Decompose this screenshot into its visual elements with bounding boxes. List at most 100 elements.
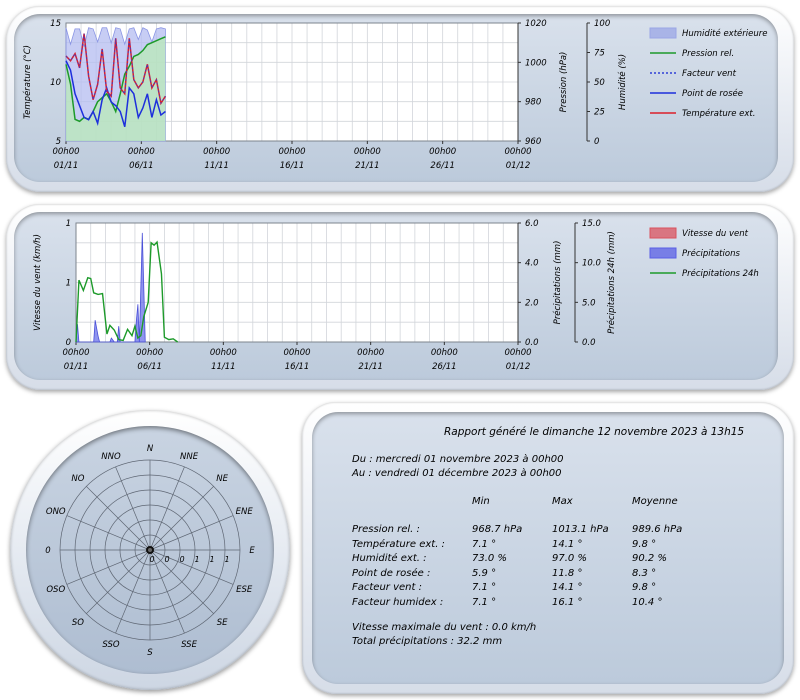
rose-direction-label: OSO [46,585,65,595]
legend-swatch [649,227,677,239]
series-point-de-ros-e [65,60,166,128]
x-tick-time: 00h00 [203,147,230,157]
y-left-tick: 15 [50,19,61,29]
report-row-min: 7.1 ° [472,538,497,550]
rose-direction-label: NNO [101,452,121,462]
rose-direction-label: ENE [236,507,254,517]
rose-radial-tick: 1 [209,555,214,564]
rose-direction-label: SSO [102,640,119,650]
report: Rapport généré le dimanche 12 novembre 2… [326,414,776,684]
report-row-max: 14.1 ° [552,582,583,593]
x-tick-date: 11/11 [211,362,236,372]
report-row-min: 5.9 ° [472,567,497,579]
rose-direction-label: ONO [46,507,66,517]
rose-direction-label: SO [72,618,84,628]
report-row-min: 7.1 ° [472,582,497,593]
report-row-label: Humidité ext. : [352,553,427,564]
y-left-tick: 5 [56,137,61,147]
wind-rain-chart: 00h00 01/11 00h00 06/11 00h00 11/11 00h00 16/11… [33,219,759,372]
x-tick-date: 26/11 [432,362,457,372]
series-precipitations-24h [75,240,179,343]
legend-label: Humidité extérieure [682,28,767,39]
y-right2-tick: 0 [594,137,599,147]
rose-radial-tick: 1 [224,555,229,564]
rose-spoke [149,549,185,634]
y-right1-tick: 1000 [525,58,547,68]
rose-radial-tick: 0 [164,555,169,564]
y-right1-label: Pression (hPa) [559,52,569,113]
y-right1-tick: 1020 [525,19,547,29]
x-tick-time: 00h00 [283,348,310,358]
legend-swatch [649,247,677,259]
rose-direction-label: SE [217,618,228,628]
rose-spoke [86,486,151,551]
y-left-label: Vitesse du vent (km/h) [33,234,43,331]
report-row-label: Point de rosée : [352,567,431,579]
report-row-avg: 989.6 hPa [632,524,683,535]
report-row-max: 11.8 ° [552,567,583,579]
report-header-avg: Moyenne [632,496,678,507]
y-right2-tick: 50 [594,78,605,88]
x-tick-time: 00h00 [52,147,79,157]
series-precipitations [75,232,146,343]
x-tick-time: 00h00 [354,147,381,157]
y-left-label: Température (°C) [22,45,33,119]
x-tick-date: 01/12 [506,362,531,372]
series-facteur-vent [65,33,166,105]
y-left-tick: 1 [66,279,71,289]
x-tick-time: 00h00 [136,348,163,358]
x-tick-date: 06/11 [137,362,162,372]
y-right1-tick: 980 [525,98,541,108]
legend-label: Précipitations 24h [682,268,759,279]
x-tick-date: 21/11 [358,362,383,372]
rose-spoke [115,549,151,634]
rose-spoke [66,549,151,585]
y-left-tick: 0 [66,338,71,348]
report-row-min: 968.7 hPa [472,524,523,535]
report-row-min: 7.1 ° [472,596,497,608]
rose-radial-tick: 1 [194,555,199,564]
report-row-avg: 8.3 ° [632,567,657,579]
y-right1-tick: 2.0 [525,298,539,308]
rose-spoke [149,549,214,614]
rose-direction-label: N [147,444,154,454]
x-tick-time: 00h00 [504,348,531,358]
rose-spoke [149,515,234,551]
report-row-max: 16.1 ° [552,596,583,608]
x-tick-date: 06/11 [129,161,154,171]
rose-spoke [149,466,185,551]
x-tick-time: 00h00 [429,147,456,157]
x-tick-time: 00h00 [128,147,155,157]
x-tick-date: 16/11 [285,362,310,372]
rose-direction-label: NO [71,474,84,484]
y-right1-tick: 0.0 [525,338,539,348]
legend-label: Vitesse du vent [682,229,749,239]
rose-direction-label: NNE [180,452,199,462]
report-from: Du : mercredi 01 novembre 2023 à 00h00 [352,454,564,465]
y-left-tick: 10 [50,78,61,88]
report-to: Au : vendredi 01 décembre 2023 à 00h00 [352,468,562,479]
y-left-tick: 1 [66,219,71,229]
legend-label: Pression rel. [682,49,734,59]
y-right2-label: Précipitations 24h (mm) [606,231,617,334]
x-tick-date: 16/11 [280,161,305,171]
report-row-avg: 10.4 ° [632,596,663,608]
rose-center-dot [148,548,152,552]
y-right2-tick: 100 [594,19,610,29]
report-row-label: Facteur vent : [352,582,422,593]
x-tick-time: 00h00 [62,348,89,358]
y-right1-tick: 4.0 [525,259,539,269]
report-row-avg: 9.8 ° [632,582,657,593]
rose-direction-label: ESE [236,585,253,595]
rose-direction-label: 0 [45,546,50,556]
legend-label: Température ext. [682,108,755,119]
temperature-chart: 00h00 01/11 00h00 06/11 00h00 11/11 00h00 16/11… [22,19,767,171]
rose-radial-tick: 0 [149,555,154,564]
report-row-min: 73.0 % [472,553,507,564]
report-row-label: Pression rel. : [352,524,420,535]
x-tick-date: 01/11 [54,161,79,171]
x-tick-date: 26/11 [430,161,455,171]
x-tick-date: 21/11 [355,161,380,171]
report-header-max: Max [552,496,573,507]
report-row-avg: 9.8 ° [632,538,657,550]
